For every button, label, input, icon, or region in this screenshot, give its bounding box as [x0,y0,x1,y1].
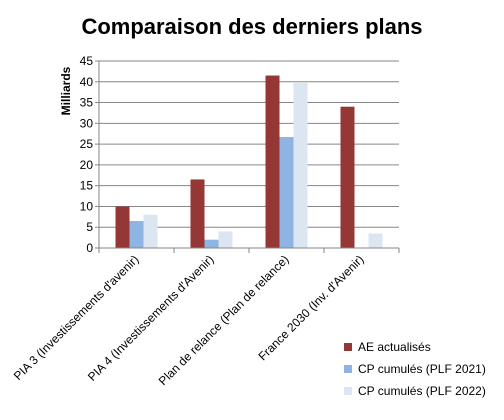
chart-title: Comparaison des derniers plans [81,14,422,39]
x-tick-label: Plan de relance (Plan de relance) [156,252,292,388]
bar-series-2-cat-2 [293,83,308,248]
y-tick-label: 30 [80,116,94,130]
y-axis-label: Milliards [59,66,73,115]
bar-series-2-cat-3 [368,233,383,248]
y-tick-label: 35 [80,96,94,110]
legend-swatch [344,387,352,395]
y-tick-labels: 0 5 10 15 20 25 30 35 40 45 [80,54,94,255]
y-tick-label: 10 [80,199,94,213]
bar-series-2-cat-1 [218,231,233,248]
bar-series-0-cat-1 [190,179,205,248]
legend-label: AE actualisés [358,340,431,354]
axes [95,60,400,253]
y-tick-label: 5 [86,220,93,234]
legend-label: CP cumulés (PLF 2021) [358,362,486,376]
legend-swatch [344,343,352,351]
y-tick-label: 15 [80,179,94,193]
bar-series-1-cat-0 [129,220,144,248]
bar-series-2-cat-0 [143,214,158,248]
legend-label: CP cumulés (PLF 2022) [358,384,486,398]
legend: AE actualisés CP cumulés (PLF 2021) CP cum… [344,340,486,398]
x-tick-label: PIA 3 (Investissements d'avenir) [11,252,142,383]
bar-series-0-cat-2 [265,75,280,249]
y-tick-label: 45 [80,54,94,68]
y-tick-label: 40 [80,75,94,89]
y-tick-label: 25 [80,137,94,151]
bar-series-0-cat-3 [340,106,355,248]
bar-series-1-cat-1 [204,239,219,248]
bar-series-1-cat-2 [279,137,294,248]
x-tick-label: PIA 4 (Investissements d'Avenir) [85,252,217,384]
y-tick-label: 20 [80,158,94,172]
bars [115,75,383,249]
gridlines [99,60,399,228]
bar-series-0-cat-0 [115,206,130,248]
x-tick-labels: PIA 3 (Investissements d'avenir)PIA 4 (I… [11,252,367,388]
y-tick-label: 0 [86,241,93,255]
legend-swatch [344,365,352,373]
